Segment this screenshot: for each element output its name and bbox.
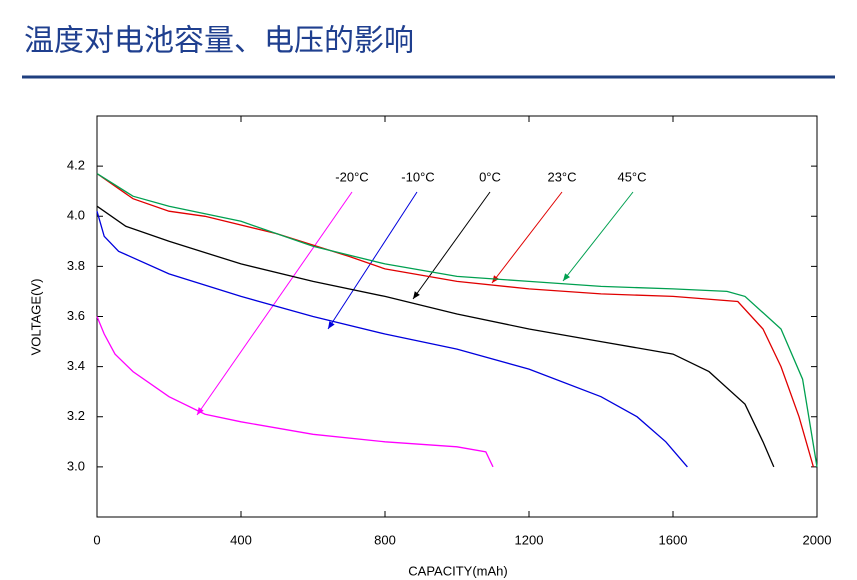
arrow-head (413, 291, 420, 299)
y-tick-label: 3.4 (67, 358, 85, 373)
series-line (96, 173, 815, 468)
annotation-arrow (491, 191, 563, 284)
y-tick-label: 3.6 (67, 308, 85, 323)
series-label: 45°C (617, 169, 646, 184)
x-tick-label: 0 (93, 532, 100, 547)
annotation-arrow (412, 191, 491, 300)
x-tick-label: 800 (374, 532, 396, 547)
x-tick-label: 2000 (803, 532, 832, 547)
series-line (96, 205, 775, 468)
series-line (96, 316, 494, 468)
arrow-head (563, 273, 571, 281)
y-tick-label: 4.0 (67, 208, 85, 223)
series-line (96, 211, 688, 468)
series-label: 0°C (479, 169, 501, 184)
chart-title: 温度对电池容量、电压的影响 (24, 24, 414, 59)
y-tick-label: 3.0 (67, 458, 85, 473)
y-tick-label: 4.2 (67, 158, 85, 173)
y-tick-label: 3.8 (67, 258, 85, 273)
series-label: -10°C (401, 169, 434, 184)
annotation-arrow (562, 191, 634, 282)
x-axis-label: CAPACITY(mAh) (408, 563, 507, 578)
annotation-arrow (196, 191, 353, 416)
x-tick-label: 400 (230, 532, 252, 547)
arrow-head (328, 321, 335, 329)
series-line (96, 173, 818, 468)
y-axis-label: VOLTAGE(V) (28, 279, 43, 356)
series-label: 23°C (547, 169, 576, 184)
arrow-head (197, 407, 204, 415)
plot-frame (96, 115, 818, 518)
x-tick-label: 1600 (659, 532, 688, 547)
y-tick-label: 3.2 (67, 408, 85, 423)
x-tick-label: 1200 (515, 532, 544, 547)
series-label: -20°C (335, 169, 368, 184)
